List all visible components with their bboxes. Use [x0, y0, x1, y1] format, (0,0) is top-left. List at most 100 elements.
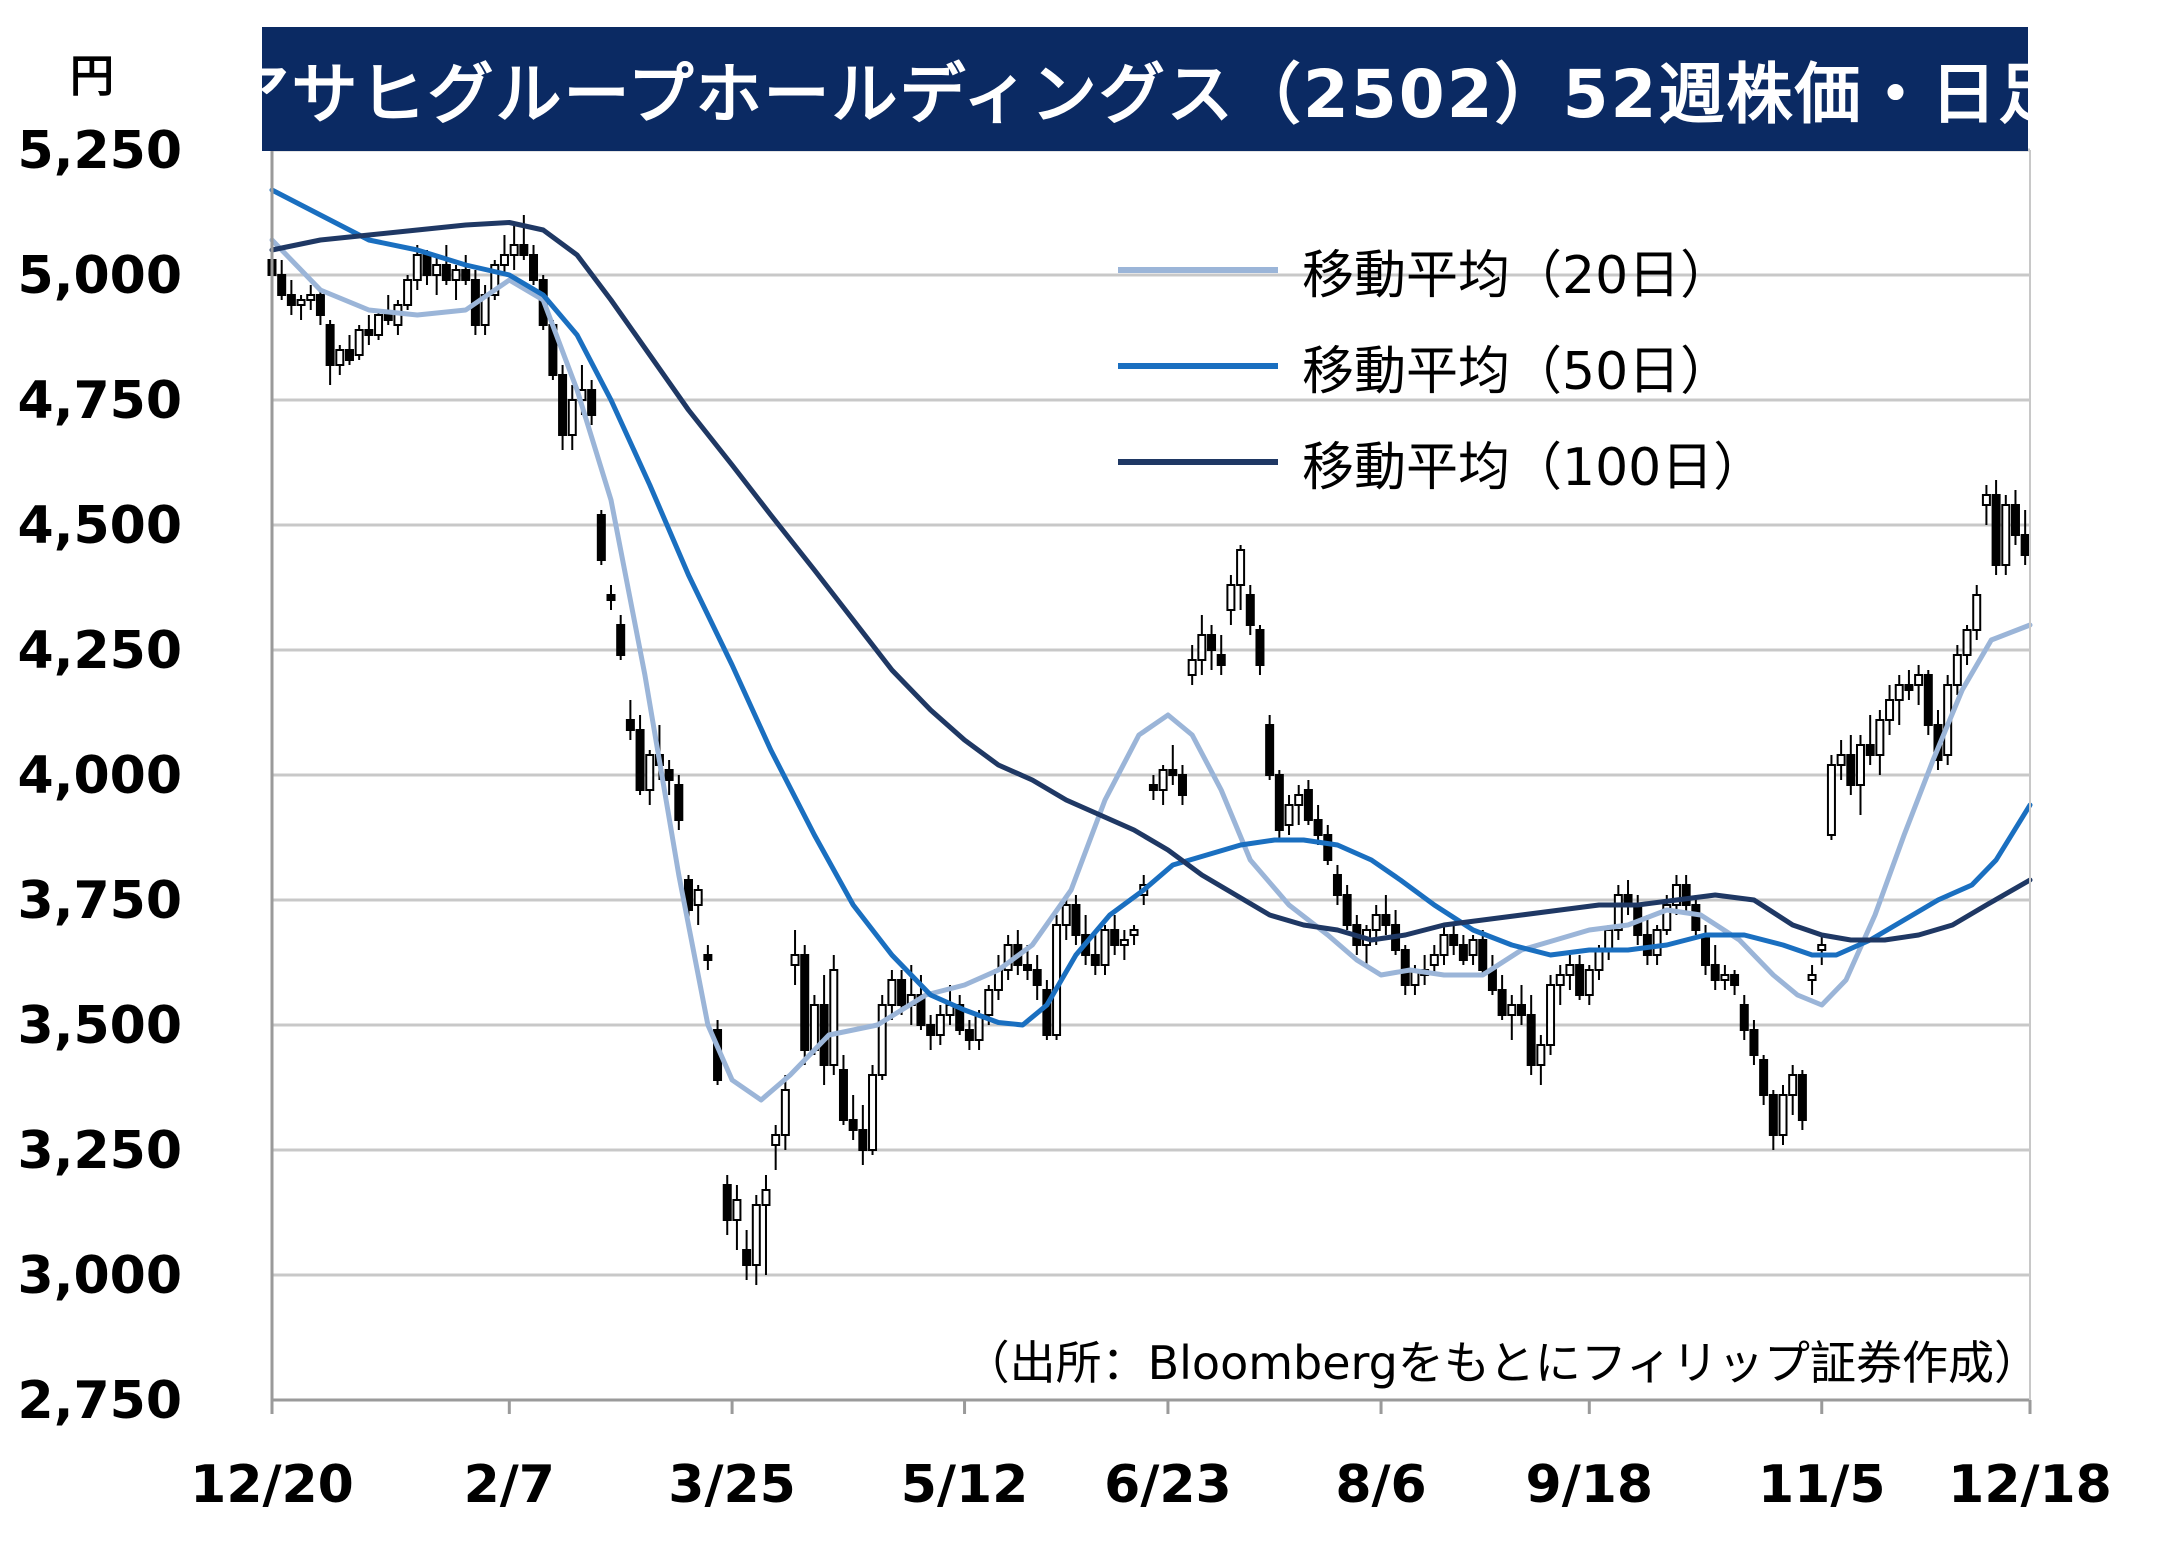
- candle: [1303, 780, 1313, 825]
- candle-down-body: [422, 254, 432, 276]
- candle: [344, 335, 354, 365]
- candle: [1749, 1020, 1759, 1065]
- x-tick-label: 2/7: [464, 1455, 555, 1515]
- candle-down-body: [1710, 964, 1720, 981]
- y-tick-label: 3,500: [18, 996, 182, 1056]
- candle-up-body: [1468, 939, 1478, 956]
- candle-up-body: [1855, 744, 1865, 786]
- candle-up-body: [1119, 939, 1129, 946]
- candle: [558, 365, 568, 450]
- candle-down-body: [1923, 674, 1933, 726]
- candle: [1671, 875, 1681, 915]
- candle-down-body: [1730, 974, 1740, 986]
- candle: [1003, 935, 1013, 980]
- y-tick-labels: 2,750 3,000 3,250 3,500 3,750 4,000 4,250 4,500…: [18, 121, 182, 1431]
- candle-up-body: [1546, 984, 1556, 1046]
- candle: [1991, 480, 2001, 575]
- x-tick-labels: 12/20 2/7 3/25 5/12 6/23 8/6 9/18 11/5 12/18: [190, 1455, 2112, 1515]
- candle-down-body: [674, 784, 684, 821]
- candle-down-body: [519, 244, 529, 256]
- y-tick-label: 5,250: [18, 121, 182, 181]
- candle: [625, 700, 635, 740]
- candle-down-body: [1177, 774, 1187, 796]
- y-tick-label: 4,250: [18, 621, 182, 681]
- candle: [722, 1175, 732, 1235]
- candle-up-body: [1885, 699, 1895, 721]
- candle: [1536, 1035, 1546, 1085]
- legend-label-ma50: 移動平均（50日）: [1302, 341, 1733, 402]
- candle-up-body: [1429, 954, 1439, 966]
- candle-up-body: [751, 1204, 761, 1266]
- candle-up-body: [1952, 654, 1962, 686]
- candle-down-body: [277, 274, 287, 296]
- candle: [499, 235, 509, 275]
- candle: [780, 1075, 790, 1150]
- candle: [1575, 955, 1585, 1000]
- candle-up-body: [1129, 929, 1139, 936]
- candle: [1826, 755, 1836, 840]
- candle: [964, 1020, 974, 1050]
- candle-up-body: [1061, 904, 1071, 926]
- candle-up-body: [1807, 974, 1817, 981]
- candle: [1972, 585, 1982, 640]
- candle: [1245, 585, 1255, 635]
- candle-down-body: [742, 1249, 752, 1266]
- candle: [1226, 575, 1236, 625]
- candle-down-body: [325, 324, 335, 366]
- candle-down-body: [1274, 774, 1284, 831]
- candle: [771, 1125, 781, 1170]
- y-unit-label: 円: [70, 51, 114, 102]
- candle: [1730, 970, 1740, 995]
- candle: [955, 995, 965, 1035]
- candle: [1923, 670, 1933, 735]
- candle-down-body: [1575, 964, 1585, 996]
- candle: [1797, 1070, 1807, 1130]
- candle: [451, 265, 461, 300]
- x-tick-label: 12/20: [190, 1455, 354, 1515]
- x-tick-label: 9/18: [1526, 1455, 1654, 1515]
- candle-down-body: [1168, 769, 1178, 776]
- candle: [848, 1095, 858, 1140]
- candle-up-body: [374, 314, 384, 336]
- candle: [606, 585, 616, 610]
- candle-up-body: [1236, 549, 1246, 586]
- candle: [1458, 935, 1468, 965]
- y-tick-label: 5,000: [18, 246, 182, 306]
- candle: [596, 510, 606, 565]
- candle: [1952, 645, 1962, 695]
- candle: [1516, 985, 1526, 1025]
- candle: [1807, 965, 1817, 995]
- x-tick-label: 3/25: [668, 1455, 796, 1515]
- candle-down-body: [635, 729, 645, 791]
- candle-down-body: [703, 954, 713, 961]
- candle: [732, 1185, 742, 1250]
- candle-up-body: [1836, 754, 1846, 766]
- candle: [742, 1230, 752, 1280]
- candle-down-body: [926, 1024, 936, 1036]
- candle-up-body: [1197, 634, 1207, 661]
- candle-down-body: [1303, 789, 1313, 821]
- candle: [1555, 965, 1565, 1005]
- candle: [1332, 865, 1342, 905]
- candle-down-body: [1846, 754, 1856, 786]
- candle: [325, 320, 335, 385]
- axes: [270, 150, 2032, 1414]
- candle-down-body: [558, 374, 568, 436]
- candle: [277, 260, 287, 300]
- candle-down-body: [1207, 634, 1217, 651]
- candle: [1313, 805, 1323, 845]
- candle: [1642, 915, 1652, 965]
- candle-up-body: [1720, 974, 1730, 981]
- candle: [1623, 880, 1633, 915]
- candle: [1042, 980, 1052, 1040]
- candle: [567, 385, 577, 450]
- candle-down-body: [529, 254, 539, 281]
- candle-up-body: [1594, 949, 1604, 971]
- ma20-line: [269, 237, 2033, 1103]
- candle-up-body: [1894, 684, 1904, 701]
- candle-down-body: [800, 954, 810, 1051]
- legend-swatch-ma50: [1118, 363, 1278, 369]
- candle-up-body: [306, 294, 316, 301]
- candle-down-body: [286, 294, 296, 306]
- candle: [1875, 710, 1885, 775]
